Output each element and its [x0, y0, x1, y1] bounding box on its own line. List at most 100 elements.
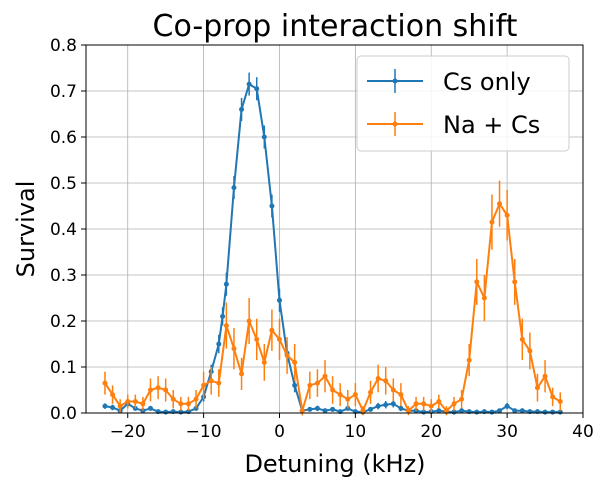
data-point: [314, 405, 320, 411]
data-point: [436, 399, 442, 404]
data-point: [534, 385, 540, 391]
data-point: [519, 408, 525, 414]
data-point: [489, 409, 495, 415]
data-point: [110, 404, 116, 410]
data-point: [170, 396, 176, 402]
data-point: [375, 376, 381, 381]
data-point: [140, 401, 146, 407]
data-point: [322, 373, 328, 379]
data-point: [110, 392, 116, 398]
data-point: [322, 408, 328, 414]
data-point: [512, 408, 518, 414]
y-tick-label: 0.1: [50, 358, 77, 378]
data-point: [261, 134, 267, 140]
data-point: [314, 380, 320, 386]
data-point: [368, 406, 374, 412]
data-point: [292, 382, 298, 388]
data-point: [132, 399, 138, 404]
x-tick-label: 0: [274, 422, 285, 442]
y-tick-label: 0.4: [50, 220, 77, 240]
data-point: [375, 403, 381, 409]
data-point: [398, 405, 404, 411]
x-tick-label: −10: [186, 422, 222, 442]
data-point: [208, 378, 214, 384]
y-tick-label: 0.5: [50, 174, 77, 194]
data-point: [497, 408, 503, 414]
data-point: [102, 403, 108, 409]
data-point: [216, 341, 222, 347]
data-point: [261, 359, 267, 365]
data-point: [220, 313, 226, 319]
data-point: [489, 219, 495, 225]
data-point: [337, 392, 343, 398]
data-point: [269, 327, 275, 333]
data-point: [276, 336, 282, 342]
data-point: [193, 396, 199, 402]
data-point: [512, 279, 518, 285]
data-point: [307, 406, 313, 412]
data-point: [147, 405, 153, 411]
data-point: [231, 346, 237, 352]
data-point: [163, 409, 169, 415]
x-tick-label: −20: [110, 422, 146, 442]
data-point: [307, 382, 313, 388]
data-point: [413, 401, 419, 407]
data-point: [223, 323, 229, 329]
data-point: [246, 318, 252, 324]
data-point: [163, 387, 169, 393]
data-point: [436, 408, 442, 414]
data-point: [360, 408, 366, 414]
data-point: [352, 392, 358, 398]
data-point: [185, 401, 191, 407]
data-point: [550, 394, 556, 400]
data-point: [368, 389, 374, 395]
data-point: [223, 281, 229, 287]
data-point: [451, 401, 457, 407]
y-tick-label: 0.2: [50, 312, 77, 332]
data-point: [269, 203, 275, 209]
x-axis-label: Detuning (kHz): [244, 450, 425, 478]
y-tick-label: 0.6: [50, 128, 77, 148]
data-point: [178, 401, 184, 407]
data-point: [519, 336, 525, 342]
data-point: [254, 86, 260, 92]
x-tick-label: 20: [420, 422, 442, 442]
data-point: [459, 396, 465, 402]
data-point: [428, 403, 434, 409]
axis-ticks: −20 −10 0 10 20 30 40 0.0 0.1 0.2 0.3 0.4 0.5 0.6 0.7 0…: [50, 36, 594, 442]
data-point: [330, 387, 336, 393]
data-point: [117, 403, 123, 409]
data-point: [390, 401, 396, 407]
data-point: [504, 212, 510, 218]
data-point: [102, 380, 108, 386]
data-point: [383, 402, 389, 408]
legend-label: Na + Cs: [443, 111, 540, 139]
data-point: [239, 371, 245, 377]
series-na-cs: [102, 180, 563, 416]
legend-entry: Na + Cs: [367, 111, 540, 139]
y-tick-label: 0.3: [50, 266, 77, 286]
data-point: [239, 106, 245, 112]
y-tick-label: 0.7: [50, 82, 77, 102]
data-point: [345, 396, 351, 402]
data-point: [155, 385, 161, 391]
data-point: [504, 403, 510, 409]
data-point: [497, 201, 503, 207]
data-point: [405, 408, 411, 414]
data-point: [474, 409, 480, 415]
data-point: [254, 336, 260, 342]
data-point: [527, 348, 533, 354]
y-tick-label: 0.8: [50, 36, 77, 56]
data-point: [231, 185, 237, 191]
data-point: [550, 409, 556, 415]
data-point: [542, 373, 548, 379]
data-point: [459, 408, 465, 414]
data-point: [398, 392, 404, 398]
data-point: [474, 279, 480, 285]
x-tick-label: 40: [572, 422, 594, 442]
data-point: [299, 408, 305, 414]
data-point: [246, 81, 252, 87]
chart-title: Co-prop interaction shift: [153, 9, 518, 44]
data-point: [383, 378, 389, 384]
